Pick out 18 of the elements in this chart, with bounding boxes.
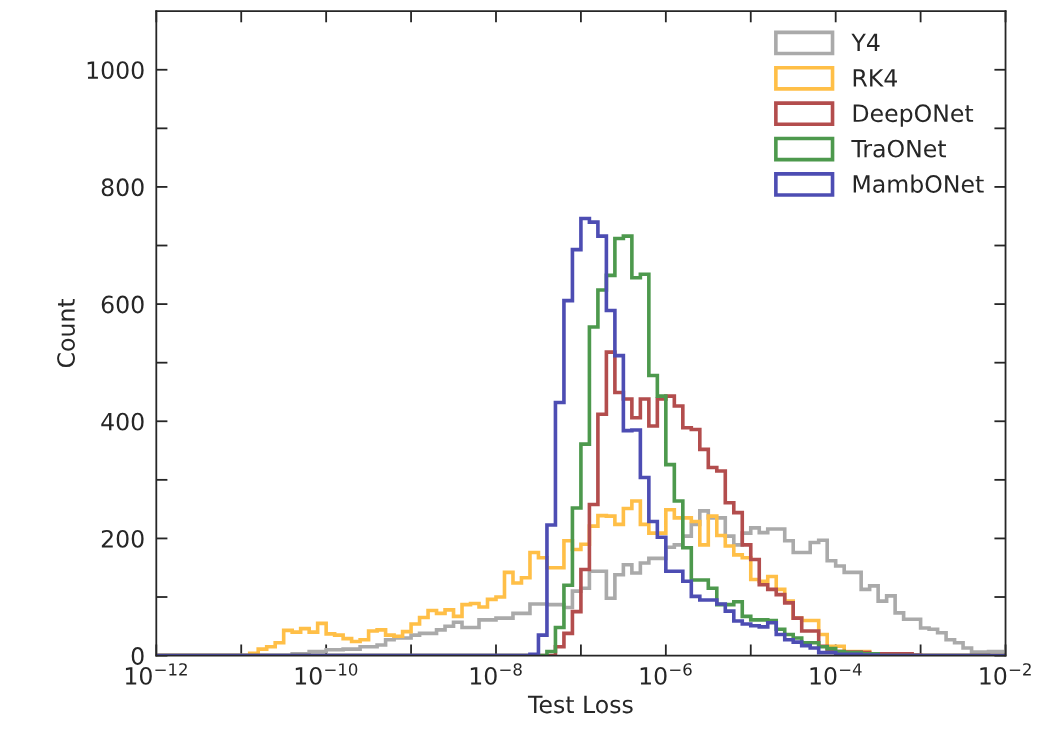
legend-label: RK4 bbox=[853, 69, 897, 87]
y-tick-label: 1000 bbox=[87, 61, 144, 80]
x-tick-label: 10$^{−6}$ bbox=[640, 663, 692, 685]
y-tick-label: 200 bbox=[101, 529, 144, 548]
legend-label: Y4 bbox=[851, 33, 880, 52]
y-tick-label: 800 bbox=[101, 178, 144, 197]
x-tick-label: 10$^{−8}$ bbox=[470, 663, 522, 685]
y-tick-label: 400 bbox=[101, 412, 144, 431]
x-axis-title: Test Loss bbox=[527, 695, 633, 714]
y-tick-label: 600 bbox=[101, 295, 144, 314]
y-axis-title: Count bbox=[57, 298, 75, 368]
legend-label: DeepONet bbox=[853, 104, 974, 127]
legend-label: TraONet bbox=[851, 139, 946, 158]
legend-label: MambONet bbox=[853, 174, 984, 193]
y-tick-label: 0 bbox=[131, 647, 144, 665]
x-tick-label: 10$^{−10}$ bbox=[295, 663, 358, 685]
x-tick-label: 10$^{−2}$ bbox=[980, 663, 1031, 685]
x-tick-label: 10$^{−4}$ bbox=[810, 663, 862, 685]
